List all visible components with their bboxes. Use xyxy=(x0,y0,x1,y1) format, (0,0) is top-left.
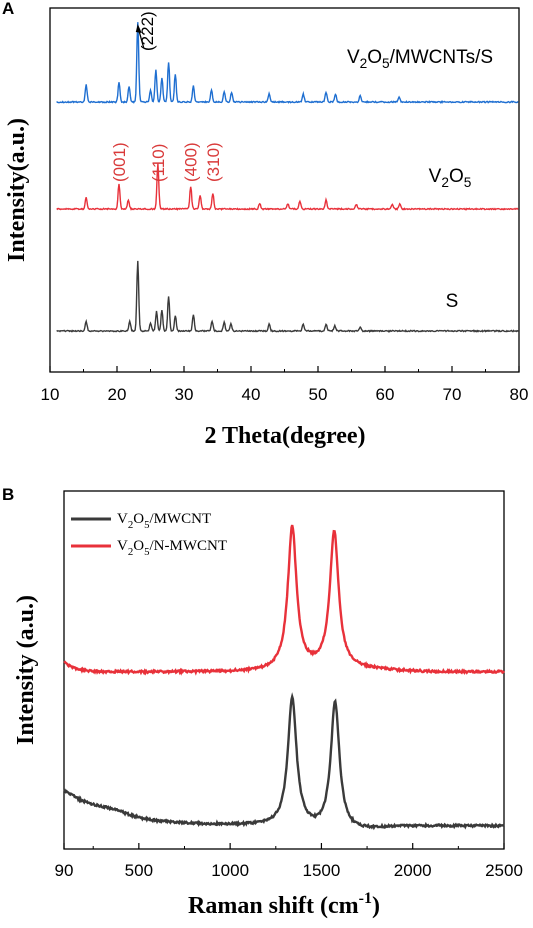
panel-a-x-tick-label: 40 xyxy=(242,385,261,404)
panel-b-x-tick-label: 1500 xyxy=(303,861,341,880)
panel-a-x-axis-title: 2 Theta(degree) xyxy=(204,423,365,449)
legend-label: V2O5/MWCNT xyxy=(117,511,211,531)
panel-b-x-tick-label: 90 xyxy=(55,861,74,880)
panel-b-x-axis-title: Raman shift (cm-1) xyxy=(188,890,380,919)
panel-a-x-tick-label: 30 xyxy=(175,385,194,404)
panel-a-x-tick-label: 20 xyxy=(108,385,127,404)
panel-b-plot-area xyxy=(63,524,506,831)
panel-b-x-axis: 90 500 1000 1500 2000 2500 xyxy=(55,843,523,880)
panel-b-x-tick-label: 2000 xyxy=(394,861,432,880)
panel-b-y-axis-title: Intensity (a.u.) xyxy=(13,595,39,745)
miller-index-label: (400) xyxy=(182,142,201,182)
panel-a-series-label: V2O5/MWCNTs/S xyxy=(347,47,493,71)
panel-b-x-tick-label: 2500 xyxy=(485,861,523,880)
panel-a-x-tick-label: 80 xyxy=(510,385,529,404)
panel-a-plot-area xyxy=(56,22,519,333)
panel-a-series-label: S xyxy=(446,291,459,312)
panel-b-series-line xyxy=(63,524,506,676)
panel-a-series-line xyxy=(56,22,519,105)
miller-index-label: (310) xyxy=(204,142,223,182)
peak-222-arrow xyxy=(138,29,145,49)
miller-index-label: (001) xyxy=(110,142,129,182)
panel-a-x-tick-label: 50 xyxy=(309,385,328,404)
panel-a-x-tick-label: 70 xyxy=(443,385,462,404)
panel-b-x-tick-label: 500 xyxy=(125,861,153,880)
panel-a-series-label: V2O5 xyxy=(429,166,472,190)
legend-label: V2O5/N-MWCNT xyxy=(117,538,227,558)
panel-b-series-line xyxy=(63,692,505,831)
peak-222-arrowhead xyxy=(135,24,142,33)
panel-a-x-tick-label: 10 xyxy=(41,385,60,404)
panel-a-y-axis-title: Intensity(a.u.) xyxy=(4,118,30,262)
miller-index-label: (110) xyxy=(149,144,168,182)
panel-b-x-tick-label: 1000 xyxy=(211,861,249,880)
panel-a-letter: A xyxy=(2,0,14,18)
panel-b-letter: B xyxy=(2,485,14,504)
panel-a-series-line xyxy=(56,163,519,211)
panel-b-frame xyxy=(63,490,505,850)
panel-a-x-axis: 10 20 30 40 50 60 70 80 xyxy=(41,366,529,404)
panel-b-legend: V2O5/MWCNT V2O5/N-MWCNT xyxy=(71,511,227,558)
peak-222-label: (222) xyxy=(138,11,157,51)
panel-a-series-line xyxy=(56,260,519,333)
panel-a-x-tick-label: 60 xyxy=(376,385,395,404)
panel-a-labels: V2O5/MWCNTs/S V2O5 S (222) (001) (110) (400) (3… xyxy=(110,11,493,312)
